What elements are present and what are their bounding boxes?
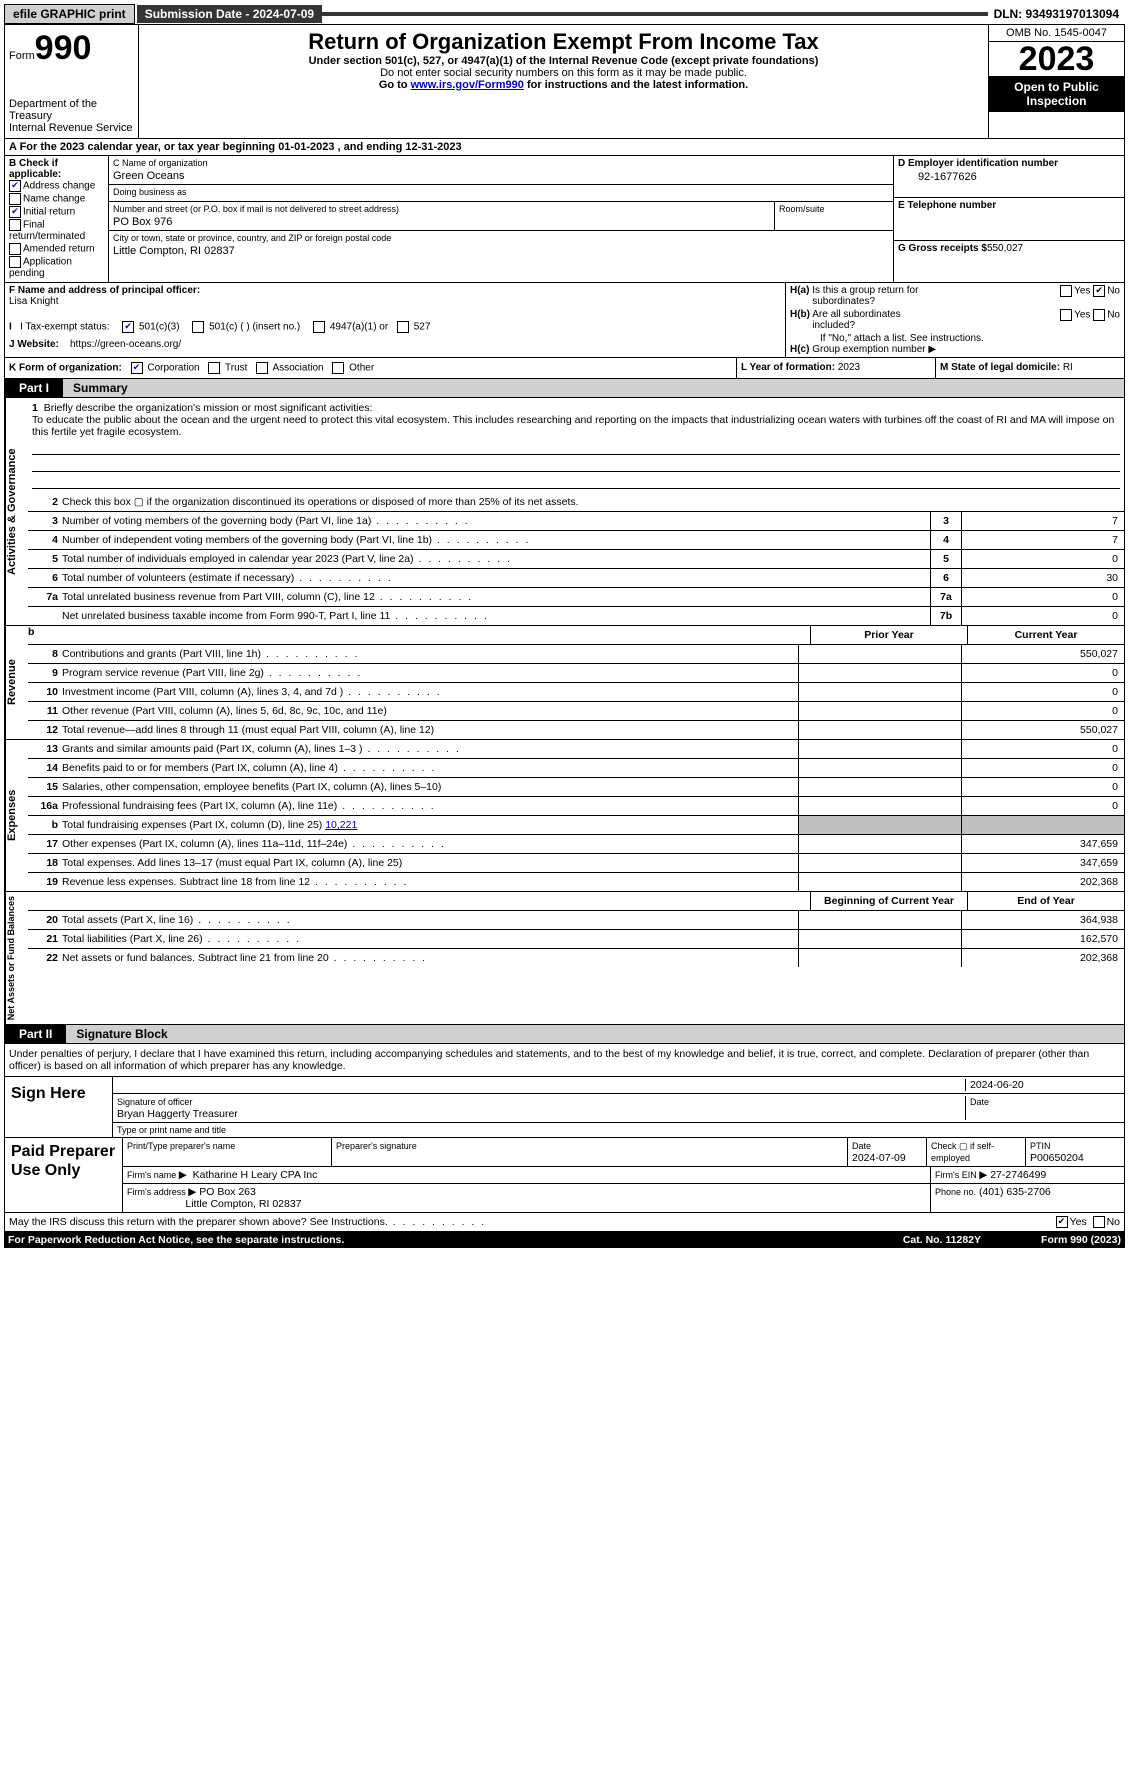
chk-501c[interactable]: [192, 321, 204, 333]
chk-amended[interactable]: [9, 243, 21, 255]
expenses: Expenses 13Grants and similar amounts pa…: [4, 740, 1125, 892]
header-right: OMB No. 1545-0047 2023 Open to Public In…: [988, 25, 1124, 138]
tax-year: 2023: [989, 42, 1124, 76]
chk-initial[interactable]: [9, 206, 21, 218]
hb-no[interactable]: [1093, 309, 1105, 321]
signature-block: Under penalties of perjury, I declare th…: [4, 1044, 1125, 1213]
ein: 92-1677626: [898, 171, 1120, 183]
ha-yes[interactable]: [1060, 285, 1072, 297]
chk-final[interactable]: [9, 219, 21, 231]
part2-header: Part II Signature Block: [4, 1025, 1125, 1044]
hb-yes[interactable]: [1060, 309, 1072, 321]
form-title: Return of Organization Exempt From Incom…: [143, 29, 984, 55]
part1-header: Part I Summary: [4, 379, 1125, 398]
dark-spacer: [322, 12, 987, 16]
submission-date: Submission Date - 2024-07-09: [137, 5, 322, 23]
block-fh: F Name and address of principal officer:…: [4, 283, 1125, 358]
chk-4947[interactable]: [313, 321, 325, 333]
row-a: A For the 2023 calendar year, or tax yea…: [4, 139, 1125, 156]
top-bar: efile GRAPHIC print Submission Date - 20…: [4, 4, 1125, 25]
efile-button[interactable]: efile GRAPHIC print: [4, 4, 135, 24]
header-left: Form990 Department of the Treasury Inter…: [5, 25, 139, 138]
net-assets: Net Assets or Fund Balances Beginning of…: [4, 892, 1125, 1025]
chk-name[interactable]: [9, 193, 21, 205]
chk-501c3[interactable]: [122, 321, 134, 333]
discuss-yes[interactable]: [1056, 1216, 1068, 1228]
activities-governance: Activities & Governance 1 Briefly descri…: [4, 398, 1125, 626]
block-bcd: B Check if applicable: Address change Na…: [4, 156, 1125, 283]
chk-app[interactable]: [9, 256, 21, 268]
discuss-no[interactable]: [1093, 1216, 1105, 1228]
org-name: Green Oceans: [113, 170, 889, 182]
chk-trust[interactable]: [208, 362, 220, 374]
form-header: Form990 Department of the Treasury Inter…: [4, 25, 1125, 139]
chk-other[interactable]: [332, 362, 344, 374]
col-de: D Employer identification number 92-1677…: [893, 156, 1124, 282]
chk-assoc[interactable]: [256, 362, 268, 374]
header-mid: Return of Organization Exempt From Incom…: [139, 25, 988, 138]
col-c: C Name of organization Green Oceans Doin…: [109, 156, 893, 282]
discuss-row: May the IRS discuss this return with the…: [4, 1213, 1125, 1232]
irs-link[interactable]: www.irs.gov/Form990: [411, 79, 524, 91]
footer: For Paperwork Reduction Act Notice, see …: [4, 1232, 1125, 1248]
chk-527[interactable]: [397, 321, 409, 333]
website: https://green-oceans.org/: [67, 339, 181, 350]
block-klm: K Form of organization: Corporation Trus…: [4, 358, 1125, 379]
col-b: B Check if applicable: Address change Na…: [5, 156, 109, 282]
revenue: Revenue bPrior YearCurrent Year 8Contrib…: [4, 626, 1125, 740]
dln: DLN: 93493197013094: [988, 5, 1125, 23]
ha-no[interactable]: [1093, 285, 1105, 297]
fundraising-link[interactable]: 10,221: [325, 819, 357, 831]
col-h: H(a) Is this a group return for subordin…: [785, 283, 1124, 357]
col-f: F Name and address of principal officer:…: [5, 283, 785, 357]
chk-address[interactable]: [9, 180, 21, 192]
mission-text: To educate the public about the ocean an…: [32, 414, 1114, 438]
paid-preparer-label: Paid Preparer Use Only: [5, 1138, 123, 1212]
sign-here-label: Sign Here: [5, 1077, 113, 1137]
chk-corp[interactable]: [131, 362, 143, 374]
